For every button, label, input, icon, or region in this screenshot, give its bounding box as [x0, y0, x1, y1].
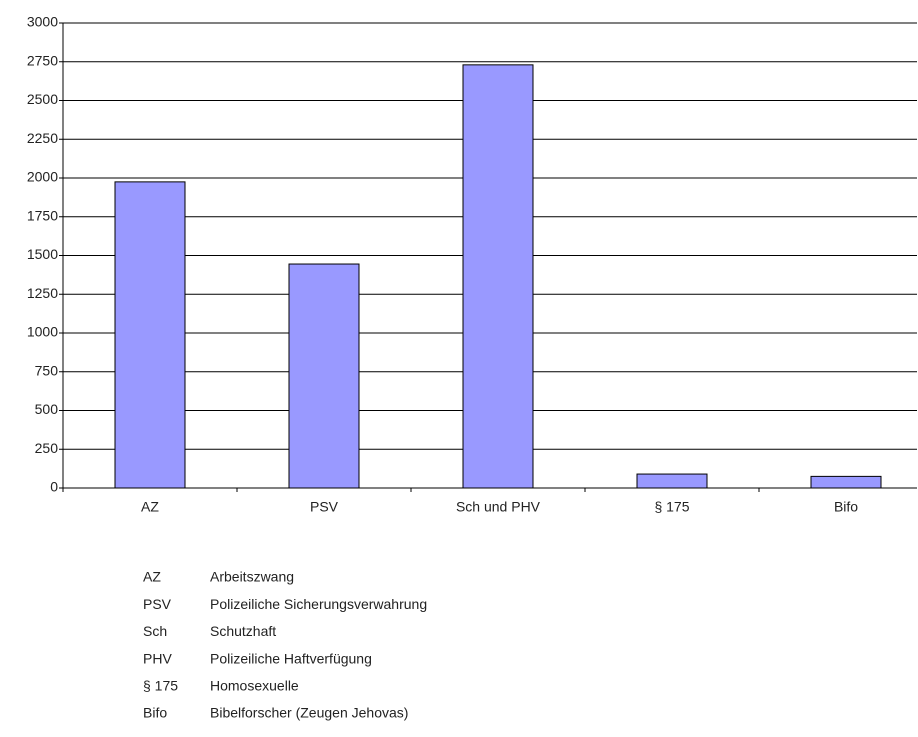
- abbreviation-text: Bibelforscher (Zeugen Jehovas): [210, 705, 408, 721]
- abbreviation-text: Schutzhaft: [210, 623, 276, 639]
- abbreviation-text: Homosexuelle: [210, 678, 299, 694]
- x-tick-label: Sch und PHV: [456, 499, 541, 515]
- y-tick-label: 2500: [27, 91, 58, 107]
- y-tick-label: 3000: [27, 14, 58, 30]
- y-tick-label: 750: [35, 362, 59, 378]
- y-tick-label: 2750: [27, 52, 58, 68]
- abbreviation: Bifo: [143, 705, 167, 721]
- abbreviation: PHV: [143, 650, 172, 666]
- abbreviation: PSV: [143, 596, 172, 612]
- y-tick-label: 2000: [27, 169, 58, 185]
- abbreviation: AZ: [143, 569, 161, 585]
- abbreviation-text: Polizeiliche Sicherungsverwahrung: [210, 596, 427, 612]
- y-tick-label: 1000: [27, 324, 58, 340]
- y-tick-label: 1750: [27, 207, 58, 223]
- y-tick-label: 2250: [27, 130, 58, 146]
- x-tick-label: AZ: [141, 499, 159, 515]
- bar: [288, 263, 360, 489]
- abbreviation: § 175: [143, 678, 178, 694]
- x-tick-label: § 175: [654, 499, 689, 515]
- y-tick-label: 1250: [27, 285, 58, 301]
- x-tick-label: PSV: [310, 499, 339, 515]
- abbreviation: Sch: [143, 623, 167, 639]
- bar: [810, 475, 882, 489]
- x-tick-label: Bifo: [834, 499, 858, 515]
- y-tick-label: 500: [35, 401, 59, 417]
- y-tick-label: 1500: [27, 246, 58, 262]
- abbreviation-text: Polizeiliche Haftverfügung: [210, 650, 372, 666]
- bar: [462, 64, 534, 489]
- y-tick-label: 250: [35, 440, 59, 456]
- y-tick-label: 0: [50, 479, 58, 495]
- abbreviation-text: Arbeitszwang: [210, 569, 294, 585]
- bar: [636, 473, 708, 489]
- bar: [114, 181, 186, 489]
